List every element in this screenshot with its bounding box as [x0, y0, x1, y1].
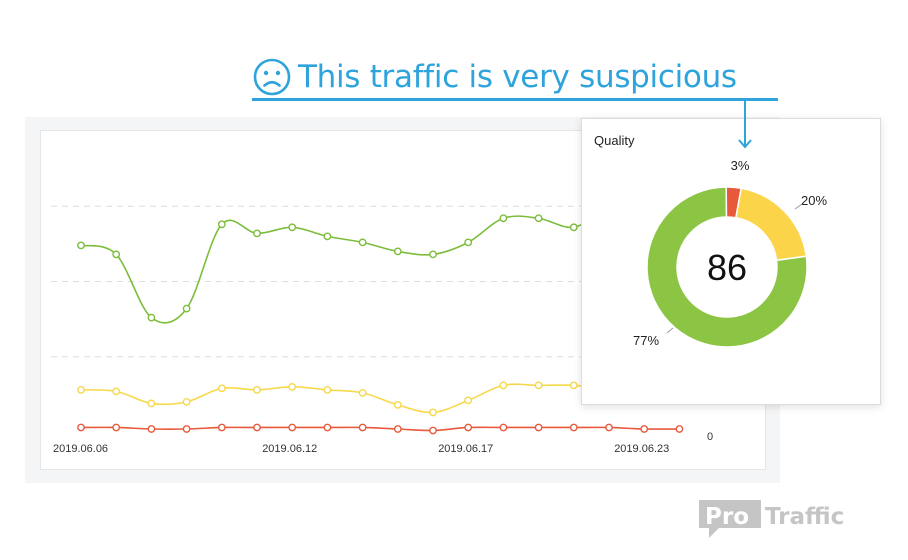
quality-title: Quality: [594, 133, 635, 148]
slice-leader-line: [794, 203, 803, 210]
data-point[interactable]: [323, 232, 332, 241]
data-point[interactable]: [569, 381, 578, 390]
data-point[interactable]: [534, 423, 543, 432]
x-tick-label: 2019.06.17: [438, 443, 493, 455]
data-point[interactable]: [499, 381, 508, 390]
data-point[interactable]: [464, 423, 473, 432]
data-point[interactable]: [182, 397, 191, 406]
protraffic-logo: Pro Traffic: [699, 500, 844, 538]
data-point[interactable]: [464, 396, 473, 405]
data-point[interactable]: [569, 223, 578, 232]
logo-traffic-text: Traffic: [765, 504, 844, 530]
data-point[interactable]: [182, 425, 191, 433]
data-point[interactable]: [640, 425, 649, 433]
y-tick-label: 0: [707, 431, 713, 443]
data-point[interactable]: [534, 214, 543, 223]
data-point[interactable]: [358, 388, 367, 397]
data-point[interactable]: [358, 423, 367, 432]
data-point[interactable]: [217, 220, 226, 229]
data-point[interactable]: [675, 425, 684, 433]
x-tick-label: 2019.06.12: [262, 443, 317, 455]
data-point[interactable]: [323, 423, 332, 432]
data-point[interactable]: [393, 401, 402, 409]
pie-slice[interactable]: [646, 186, 808, 348]
data-point[interactable]: [112, 387, 121, 396]
data-point[interactable]: [147, 425, 156, 433]
quality-donut-chart: 86 77% 3% 20%: [633, 158, 827, 348]
slice-label: 20%: [801, 193, 827, 208]
slice-leader-line: [666, 327, 674, 334]
data-point[interactable]: [429, 250, 437, 259]
pie-slice[interactable]: [735, 187, 808, 262]
data-point[interactable]: [358, 238, 367, 247]
data-point[interactable]: [288, 382, 297, 391]
data-point[interactable]: [147, 399, 156, 408]
quality-card: Quality 86 77% 3% 20%: [581, 118, 881, 405]
logo-pro-text: Pro: [705, 504, 749, 530]
data-point[interactable]: [393, 425, 402, 433]
data-point[interactable]: [499, 214, 508, 223]
headline-underline: [252, 98, 778, 101]
data-point[interactable]: [288, 423, 297, 432]
data-point[interactable]: [393, 247, 402, 256]
slice-label: 77%: [633, 333, 659, 348]
data-point[interactable]: [217, 384, 226, 393]
data-point[interactable]: [429, 408, 437, 417]
quality-score: 86: [707, 247, 747, 288]
data-point[interactable]: [77, 423, 85, 432]
data-point[interactable]: [464, 238, 473, 247]
line-chart: 2019.06.06 2019.06.12 2019.06.17 2019.06.23…: [51, 205, 757, 455]
data-point[interactable]: [253, 385, 261, 394]
headline: This traffic is very suspicious: [252, 52, 778, 102]
data-point[interactable]: [147, 313, 156, 322]
data-point[interactable]: [112, 250, 121, 259]
arrow-down-icon: [738, 101, 752, 149]
data-point[interactable]: [429, 426, 437, 435]
data-point[interactable]: [182, 304, 191, 313]
headline-text: This traffic is very suspicious: [298, 59, 737, 95]
series-line-2: [80, 426, 680, 432]
data-point[interactable]: [534, 381, 543, 390]
data-point[interactable]: [112, 423, 121, 432]
data-point[interactable]: [253, 229, 261, 238]
data-point[interactable]: [499, 423, 508, 432]
data-point[interactable]: [77, 241, 85, 250]
data-point[interactable]: [569, 423, 578, 432]
data-point[interactable]: [77, 385, 85, 394]
data-point[interactable]: [217, 423, 226, 432]
x-tick-label: 2019.06.23: [614, 443, 669, 455]
data-point[interactable]: [323, 385, 332, 394]
data-point[interactable]: [288, 223, 297, 232]
sad-face-icon: [253, 58, 291, 96]
slice-label: 3%: [731, 158, 750, 173]
data-point[interactable]: [605, 423, 613, 432]
data-point[interactable]: [253, 423, 261, 432]
x-tick-label: 2019.06.06: [53, 443, 108, 455]
